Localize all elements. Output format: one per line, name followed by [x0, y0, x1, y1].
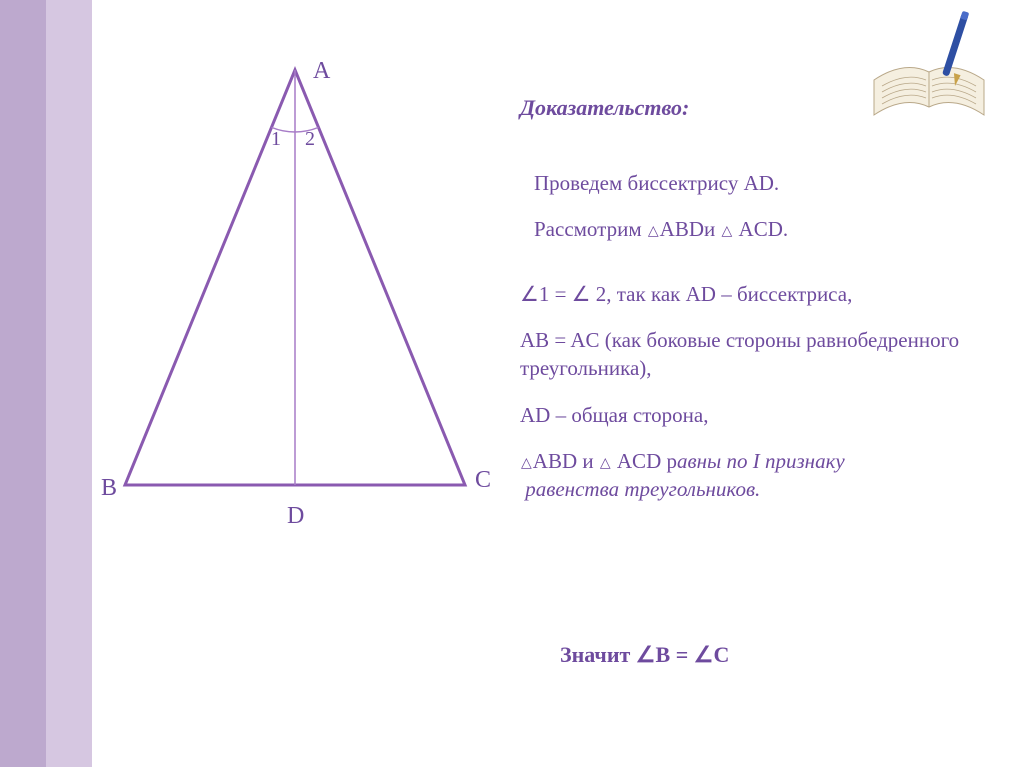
- vertex-label-b: B: [101, 475, 117, 502]
- triangle-icon: △: [600, 455, 611, 474]
- proof-line-4: AB = AC (как боковые стороны равнобедрен…: [520, 326, 980, 383]
- sidebar: [0, 0, 92, 767]
- angle-icon: ∠: [572, 280, 591, 308]
- vertex-label-d: D: [287, 503, 304, 530]
- conclusion-c: C: [713, 642, 729, 667]
- triangle-diagram: A B C D 1 2: [95, 55, 495, 565]
- triangle-icon: △: [521, 455, 532, 474]
- proof-conclusion: Значит ∠B = ∠C: [560, 642, 729, 668]
- proof-line-2c: и: [704, 217, 721, 241]
- proof-text: Доказательство: Проведем биссектрису AD.…: [520, 95, 1000, 522]
- proof-heading: Доказательство:: [520, 95, 1000, 121]
- proof-line-6d: равенства треугольников.: [525, 477, 760, 501]
- angle-label-2: 2: [305, 128, 315, 151]
- triangle-icon: △: [722, 223, 733, 242]
- proof-line-2a: Рассмотрим: [534, 217, 647, 241]
- proof-line-6: △ABD и △ ACD равны по I признаку равенст…: [520, 447, 980, 504]
- proof-line-2: Рассмотрим △ABDи △ ACD.: [534, 215, 1000, 243]
- vertex-label-c: C: [475, 467, 491, 494]
- proof-line-2d: ACD.: [739, 217, 789, 241]
- angle-icon: ∠: [636, 642, 656, 668]
- conclusion-b: B =: [656, 642, 694, 667]
- proof-line-3: ∠1 = ∠ 2, так как AD – биссектриса,: [520, 280, 1000, 308]
- conclusion-a: Значит: [560, 642, 636, 667]
- proof-line-1: Проведем биссектрису AD.: [534, 169, 1000, 197]
- sidebar-stripe-dark: [0, 0, 46, 767]
- vertex-label-a: A: [313, 58, 330, 85]
- proof-line-6c: авны по I признаку: [677, 449, 845, 473]
- angle-icon: ∠: [520, 280, 539, 308]
- proof-line-3a: 1 =: [539, 282, 572, 306]
- proof-line-3b: 2, так как AD – биссектриса,: [596, 282, 853, 306]
- angle-icon: ∠: [694, 642, 714, 668]
- proof-line-5: AD – общая сторона,: [520, 401, 1000, 429]
- proof-line-6b: ACD р: [617, 449, 677, 473]
- proof-line-2b: ABD: [660, 217, 704, 241]
- angle-label-1: 1: [271, 128, 281, 151]
- sidebar-stripe-light: [46, 0, 92, 767]
- proof-line-1a: Проведем биссектрису: [534, 171, 744, 195]
- triangle-icon: △: [648, 223, 659, 242]
- proof-line-1b: AD.: [744, 171, 780, 195]
- proof-line-6a: ABD и: [533, 449, 599, 473]
